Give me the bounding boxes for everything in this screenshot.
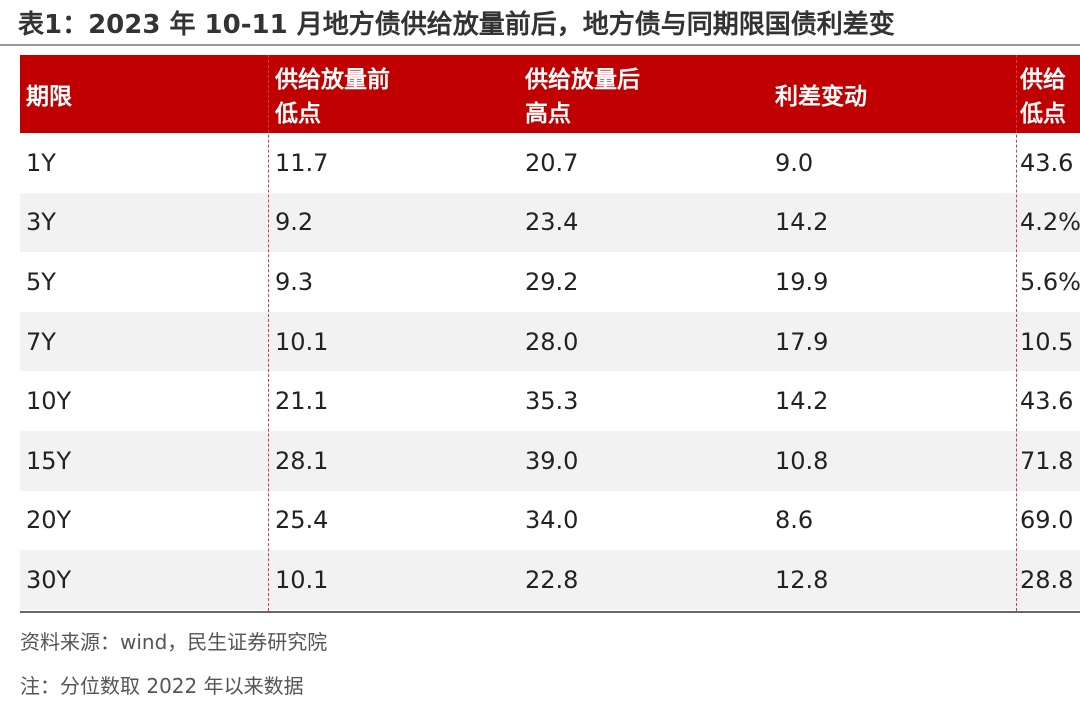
- table-cell: 11.7: [275, 148, 329, 177]
- table-cell: 43.6: [1020, 148, 1074, 177]
- column-header: 利差变动: [775, 84, 867, 110]
- table-cell: 35.3: [525, 387, 579, 416]
- table-cell: 5.6%: [1020, 267, 1080, 296]
- column-header: 供给放量后 高点: [525, 67, 640, 127]
- table-row: 15Y 28.1 39.0 10.8 71.8: [20, 431, 1080, 491]
- table-cell: 19.9: [775, 267, 829, 296]
- table-cell: 10.1: [275, 327, 329, 356]
- table-cell: 10.5: [1020, 327, 1074, 356]
- column-header: 供给 低点: [1020, 67, 1066, 127]
- table-cell: 20.7: [525, 148, 579, 177]
- table-cell: 22.8: [525, 565, 579, 594]
- table-cell: 10.8: [775, 446, 829, 475]
- table-row: 5Y 9.3 29.2 19.9 5.6%: [20, 252, 1080, 312]
- table-cell: 25.4: [275, 506, 329, 535]
- table-cell: 21.1: [275, 387, 329, 416]
- title-rule: [0, 44, 1080, 46]
- source: 资料来源：wind，民生证券研究院: [20, 630, 328, 654]
- table-cell: 10Y: [26, 387, 72, 416]
- column-divider: [268, 55, 269, 611]
- table-cell: 69.0: [1020, 506, 1074, 535]
- table-cell: 10.1: [275, 565, 329, 594]
- table-cell: 20Y: [26, 506, 72, 535]
- column-divider: [1016, 55, 1017, 611]
- table-cell: 34.0: [525, 506, 579, 535]
- table-cell: 39.0: [525, 446, 579, 475]
- table-cell: 28.0: [525, 327, 579, 356]
- table-cell: 5Y: [26, 267, 56, 296]
- table-cell: 12.8: [775, 565, 829, 594]
- table-cell: 9.3: [275, 267, 314, 296]
- table-cell: 1Y: [26, 148, 56, 177]
- table-cell: 28.1: [275, 446, 329, 475]
- table-row: 10Y 21.1 35.3 14.2 43.6: [20, 371, 1080, 431]
- table-cell: 8.6: [775, 506, 814, 535]
- table-cell: 30Y: [26, 565, 72, 594]
- table-cell: 23.4: [525, 208, 579, 237]
- table-bottom-rule: [20, 611, 1080, 613]
- table-cell: 3Y: [26, 208, 56, 237]
- table-row: 3Y 9.2 23.4 14.2 4.2%: [20, 192, 1080, 253]
- table-cell: 7Y: [26, 327, 56, 356]
- title: 表1：2023 年 10-11 月地方债供给放量前后，地方债与同期限国债利差变: [18, 10, 895, 40]
- column-header: 期限: [26, 84, 72, 110]
- table-row: 7Y 10.1 28.0 17.9 10.5: [20, 311, 1080, 372]
- table-cell: 43.6: [1020, 387, 1074, 416]
- table-cell: 28.8: [1020, 565, 1074, 594]
- table-row: 20Y 25.4 34.0 8.6 69.0: [20, 491, 1080, 551]
- table-cell: 14.2: [775, 387, 829, 416]
- table-cell: 29.2: [525, 267, 579, 296]
- table-row: 1Y 11.7 20.7 9.0 43.6: [20, 133, 1080, 193]
- table-cell: 17.9: [775, 327, 829, 356]
- table-cell: 9.0: [775, 148, 814, 177]
- note: 注：分位数取 2022 年以来数据: [20, 674, 304, 698]
- table-cell: 15Y: [26, 446, 72, 475]
- table-row: 30Y 10.1 22.8 12.8 28.8: [20, 550, 1080, 610]
- table-cell: 9.2: [275, 208, 314, 237]
- header-row: 期限 供给放量前 低点 供给放量后 高点 利差变动 供给 低点: [20, 55, 1080, 133]
- column-header: 供给放量前 低点: [275, 67, 390, 127]
- table-cell: 14.2: [775, 208, 829, 237]
- table-cell: 71.8: [1020, 446, 1074, 475]
- table-cell: 4.2%: [1020, 208, 1080, 237]
